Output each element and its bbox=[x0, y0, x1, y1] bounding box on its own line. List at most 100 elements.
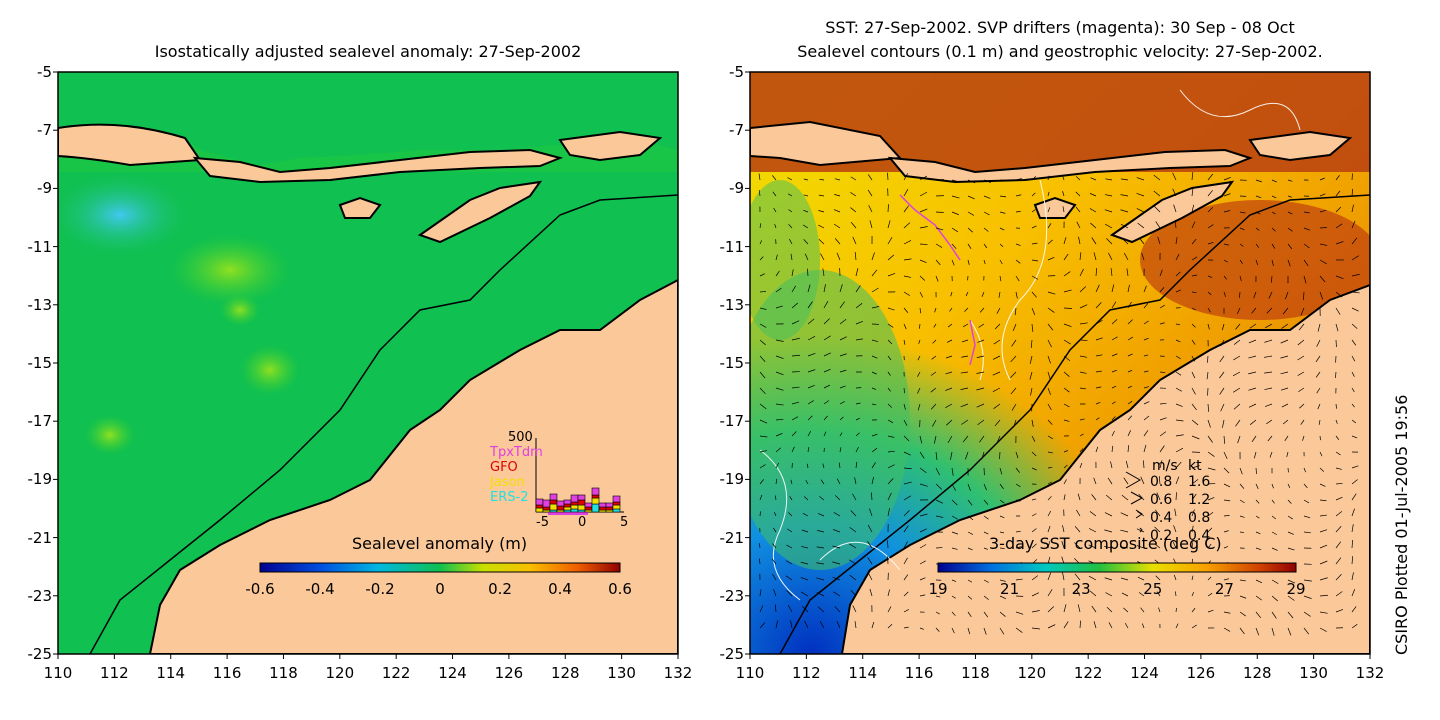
velocity-arrow bbox=[1063, 253, 1069, 261]
velocity-arrow bbox=[887, 606, 892, 613]
anomaly-colorbar-label: 0.4 bbox=[548, 580, 572, 598]
velocity-arrow bbox=[981, 451, 985, 460]
velocity-arrow bbox=[1319, 514, 1327, 517]
velocity-arrow bbox=[1047, 606, 1055, 613]
velocity-arrow bbox=[1335, 291, 1343, 298]
velocity-arrow bbox=[983, 227, 989, 232]
velocity-arrow bbox=[775, 339, 784, 342]
inset-bar-segment bbox=[542, 506, 551, 511]
velocity-arrow bbox=[903, 387, 905, 394]
velocity-arrow bbox=[976, 387, 985, 391]
velocity-arrow bbox=[855, 402, 861, 405]
velocity-arrow bbox=[1079, 433, 1084, 437]
velocity-arrow bbox=[1335, 591, 1343, 597]
velocity-arrow bbox=[1255, 611, 1262, 619]
velocity-arrow bbox=[1175, 419, 1184, 422]
velocity-arrow bbox=[871, 355, 878, 359]
velocity-arrow bbox=[1223, 578, 1230, 581]
velocity-arrow bbox=[1271, 179, 1278, 183]
velocity-arrow bbox=[1172, 172, 1177, 181]
velocity-arrow bbox=[1015, 611, 1024, 615]
velocity-arrow bbox=[1062, 175, 1065, 181]
velocity-arrow bbox=[1120, 178, 1129, 181]
velocity-arrow bbox=[772, 191, 777, 197]
velocity-arrow bbox=[946, 355, 953, 359]
sst-colorbar-label: 27 bbox=[1214, 580, 1234, 598]
velocity-arrow bbox=[960, 387, 969, 390]
velocity-arrow bbox=[774, 604, 777, 613]
velocity-arrow bbox=[791, 302, 799, 309]
velocity-arrow bbox=[1031, 435, 1036, 442]
velocity-arrow bbox=[949, 307, 953, 312]
velocity-arrow bbox=[1319, 451, 1323, 457]
velocity-arrow bbox=[832, 576, 841, 581]
velocity-arrow bbox=[1120, 209, 1129, 213]
velocity-arrow bbox=[1207, 609, 1214, 613]
velocity-arrow bbox=[903, 173, 909, 181]
velocity-arrow bbox=[1062, 206, 1065, 213]
velocity-arrow bbox=[1079, 322, 1088, 325]
velocity-arrow bbox=[967, 259, 970, 265]
velocity-arrow bbox=[887, 435, 895, 438]
velocity-arrow bbox=[1031, 467, 1037, 471]
inset-bar-segment bbox=[612, 495, 621, 503]
velocity-arrow bbox=[917, 403, 921, 411]
velocity-arrow bbox=[1191, 339, 1196, 345]
velocity-arrow bbox=[935, 275, 939, 282]
velocity-arrow bbox=[1207, 355, 1209, 363]
velocity-arrow bbox=[976, 403, 985, 408]
velocity-arrow bbox=[1031, 498, 1037, 501]
velocity-arrow bbox=[791, 446, 795, 453]
velocity-arrow bbox=[967, 579, 973, 583]
velocity-arrow bbox=[775, 270, 780, 277]
velocity-arrow bbox=[1157, 236, 1161, 245]
velocity-arrow bbox=[775, 478, 778, 485]
velocity-arrow bbox=[834, 606, 841, 613]
velocity-arrow bbox=[930, 387, 937, 393]
velocity-arrow bbox=[1271, 211, 1276, 215]
velocity-arrow bbox=[951, 483, 956, 491]
velocity-arrow bbox=[817, 513, 825, 517]
velocity-arrow bbox=[1351, 323, 1358, 329]
velocity-arrow bbox=[903, 339, 906, 345]
inset-bar-segment bbox=[549, 493, 558, 501]
inset-bar-segment bbox=[549, 499, 558, 505]
velocity-arrow bbox=[1063, 621, 1069, 629]
velocity-arrow bbox=[887, 387, 892, 392]
velocity-arrow bbox=[1126, 268, 1129, 277]
velocity-arrow bbox=[1221, 323, 1225, 331]
inset-bar-segment bbox=[535, 504, 544, 509]
velocity-arrow bbox=[1318, 419, 1321, 425]
velocity-arrow bbox=[869, 588, 873, 597]
velocity-arrow bbox=[1095, 402, 1101, 405]
velocity-arrow bbox=[919, 243, 928, 245]
velocity-arrow bbox=[1248, 387, 1257, 391]
velocity-arrow bbox=[1319, 243, 1328, 246]
velocity-arrow bbox=[816, 577, 825, 581]
velocity-arrow bbox=[803, 496, 809, 501]
velocity-arrow bbox=[935, 611, 940, 615]
velocity-arrow bbox=[1319, 611, 1328, 614]
velocity-arrow bbox=[775, 462, 780, 469]
velocity-arrow bbox=[917, 387, 921, 394]
velocity-arrow bbox=[871, 476, 874, 485]
velocity-arrow bbox=[1104, 209, 1113, 213]
velocity-arrow bbox=[1264, 387, 1273, 390]
velocity-arrow bbox=[771, 558, 777, 565]
velocity-arrow bbox=[871, 269, 878, 277]
velocity-arrow bbox=[1335, 206, 1342, 213]
velocity-arrow bbox=[999, 275, 1002, 282]
velocity-arrow bbox=[1175, 476, 1180, 485]
anomaly-colorbar-label: -0.6 bbox=[245, 580, 275, 598]
velocity-arrow bbox=[887, 403, 892, 408]
velocity-arrow bbox=[1303, 227, 1311, 231]
velocity-arrow bbox=[1015, 578, 1023, 581]
velocity-arrow bbox=[903, 222, 911, 229]
velocity-arrow bbox=[1239, 595, 1247, 599]
velocity-arrow bbox=[1269, 451, 1273, 458]
velocity-arrow bbox=[1088, 544, 1097, 549]
velocity-arrow bbox=[775, 387, 784, 391]
lon-tick-label: 126 bbox=[1186, 664, 1216, 682]
velocity-arrow bbox=[818, 194, 825, 197]
velocity-arrow bbox=[1095, 337, 1103, 341]
